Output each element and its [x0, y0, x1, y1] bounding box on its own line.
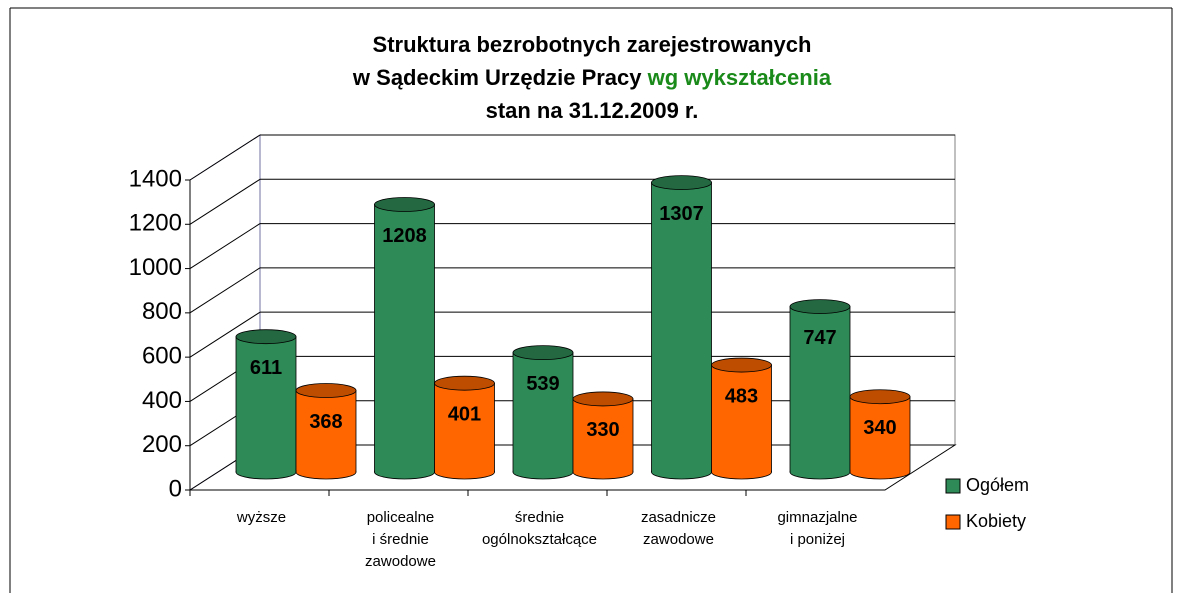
grid-line — [189, 134, 261, 181]
chart-title-highlight: wg wykształcenia — [647, 65, 832, 90]
bar — [651, 175, 712, 480]
bar-body-fill — [375, 204, 434, 472]
y-tick-label: 800 — [142, 298, 182, 325]
grid-line — [189, 223, 261, 269]
bar-body-fill — [573, 398, 633, 472]
x-tick-label-line: gimnazjalne — [777, 509, 857, 526]
x-tick-label-line: i średnie — [372, 531, 429, 548]
y-tick-label: 1000 — [129, 254, 182, 281]
bar-top — [651, 175, 712, 190]
data-label: 368 — [309, 411, 342, 433]
grid-line — [189, 178, 261, 225]
grid-line — [189, 311, 261, 358]
legend-label: Ogółem — [966, 475, 1029, 495]
x-tick-label: wyższe — [236, 509, 286, 526]
bar-top — [849, 389, 911, 405]
bar — [849, 389, 911, 480]
bar-top — [789, 299, 851, 314]
x-tick-label: policealne i średnie zawodowe — [365, 509, 436, 570]
bar-body-fill — [850, 396, 910, 472]
x-tick-label-line: średnie — [515, 509, 564, 526]
legend-swatch — [945, 514, 961, 530]
bar — [789, 299, 851, 480]
bar-top — [512, 345, 574, 361]
x-tick-label: zasadnicze zawodowe — [641, 509, 716, 548]
y-tick-label: 0 — [169, 475, 182, 502]
bar-body-fill — [435, 383, 494, 472]
bar — [235, 329, 297, 480]
x-tick-label: gimnazjalne i poniżej — [777, 509, 857, 548]
x-tick-label-line: ogólnokształcące — [482, 531, 597, 548]
data-label: 1307 — [659, 203, 704, 225]
x-tick-label-line: zasadnicze — [641, 509, 716, 526]
data-label: 483 — [725, 385, 758, 407]
x-tick-label-line: zawodowe — [365, 553, 436, 570]
data-label: 340 — [863, 417, 896, 439]
bar-body-fill — [652, 182, 711, 473]
x-tick-label-line: i poniżej — [790, 531, 845, 548]
y-tick-label: 200 — [142, 431, 182, 458]
x-tick-label: średnie ogólnokształcące — [482, 509, 597, 548]
data-label: 330 — [586, 419, 619, 441]
grid-line — [189, 267, 261, 314]
bar — [512, 345, 574, 480]
x-tick-label-line: zawodowe — [643, 531, 714, 548]
bar-body-fill — [236, 336, 296, 472]
data-label: 747 — [803, 327, 836, 349]
chart-title: Struktura bezrobotnych zarejestrowanych — [373, 32, 812, 57]
x-tick-label-line: policealne — [367, 509, 435, 526]
x-tick-label-line: wyższe — [236, 509, 286, 526]
data-label: 539 — [526, 373, 559, 395]
bar-top — [374, 197, 435, 212]
data-label: 611 — [250, 357, 282, 379]
bar — [711, 357, 772, 480]
y-tick-label: 1200 — [129, 210, 182, 237]
chart-title: stan na 31.12.2009 r. — [486, 98, 699, 123]
bar-top — [434, 375, 495, 391]
y-tick-label: 1400 — [129, 165, 182, 192]
bar-body-fill — [513, 352, 573, 472]
bar-body-fill — [712, 365, 771, 472]
data-label: 1208 — [382, 225, 427, 247]
bar — [572, 391, 634, 480]
chart-title: w Sądeckim Urzędzie Pracy wg wykształcen… — [352, 65, 832, 90]
bar — [374, 197, 435, 480]
bar — [295, 383, 357, 480]
bar-top — [235, 329, 297, 345]
legend-swatch — [945, 478, 961, 494]
bar-top — [711, 357, 772, 373]
legend-label: Kobiety — [966, 511, 1026, 531]
y-tick-label: 400 — [142, 387, 182, 414]
bar-body-fill — [790, 306, 850, 472]
y-tick-label: 600 — [142, 342, 182, 369]
bar-top — [572, 391, 634, 407]
chart-title: w Sądeckim Urzędzie Pracy — [352, 65, 642, 90]
data-label: 401 — [448, 403, 481, 425]
bar — [434, 375, 495, 480]
bar-top — [295, 383, 357, 398]
bar-body-fill — [296, 390, 356, 472]
